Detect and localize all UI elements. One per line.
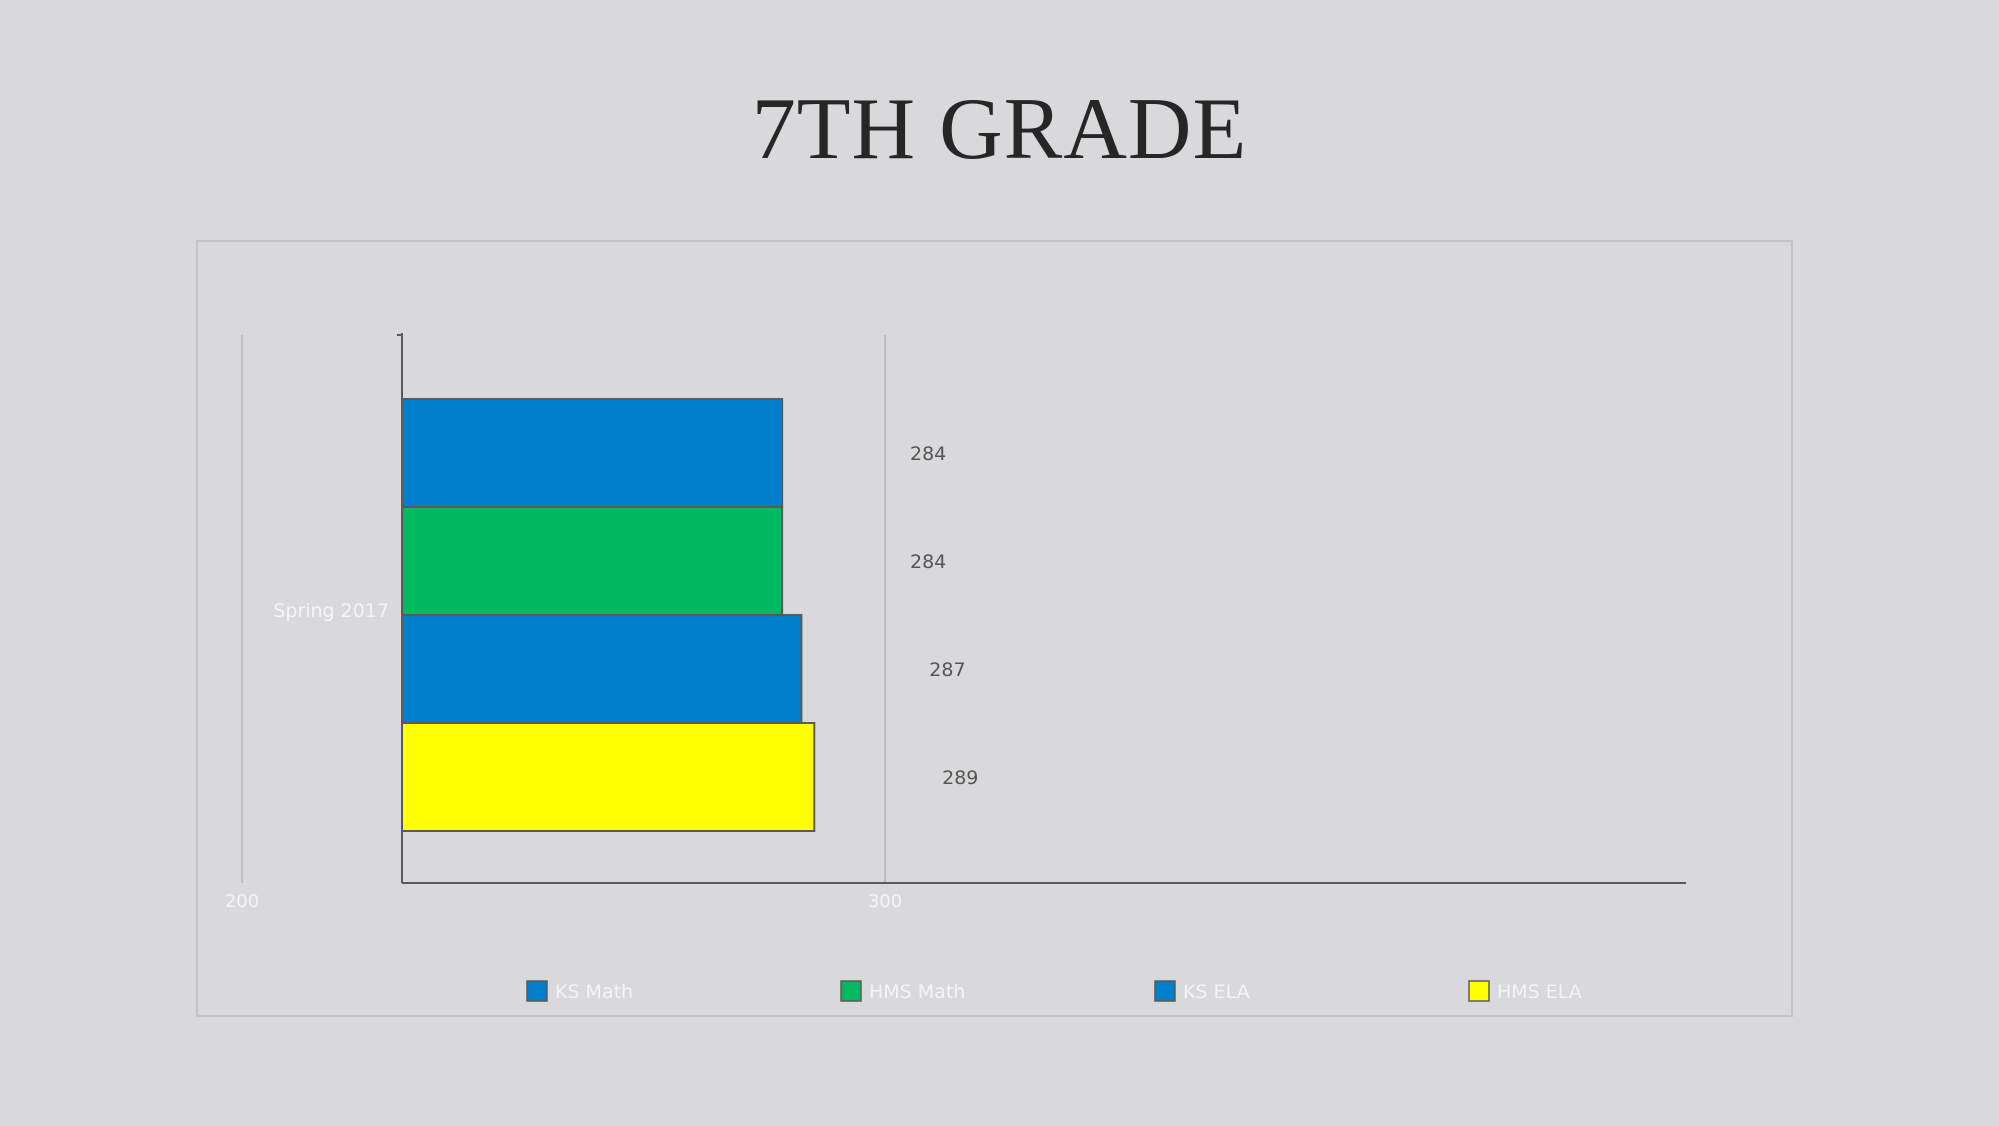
bar-hms-ela xyxy=(401,722,816,832)
legend-label: HMS Math xyxy=(869,981,965,1003)
legend-swatch xyxy=(526,980,548,1002)
legend-label: KS Math xyxy=(555,981,633,1003)
bar-hms-math xyxy=(401,506,784,616)
bar-ks-math xyxy=(401,398,784,508)
data-label: 284 xyxy=(910,551,946,573)
category-label: Spring 2017 xyxy=(273,600,389,622)
legend-label: HMS ELA xyxy=(1497,981,1582,1003)
legend-swatch xyxy=(1468,980,1490,1002)
data-label: 284 xyxy=(910,443,946,465)
data-label: 287 xyxy=(929,659,965,681)
x-tick-label: 200 xyxy=(225,891,259,912)
data-label: 289 xyxy=(942,767,978,789)
legend-swatch xyxy=(1154,980,1176,1002)
chart-frame: 200 300 284 284 287 289 Spring 2017 KS Math HMS … xyxy=(196,240,1793,1017)
legend-label: KS ELA xyxy=(1183,981,1250,1003)
x-tick-label: 300 xyxy=(868,891,902,912)
legend-swatch xyxy=(840,980,862,1002)
bar-ks-ela xyxy=(401,614,803,724)
slide-title: 7TH GRADE xyxy=(751,81,1248,178)
bar-chart: 200 300 284 284 287 289 Spring 2017 KS Math HMS … xyxy=(225,333,1686,1003)
